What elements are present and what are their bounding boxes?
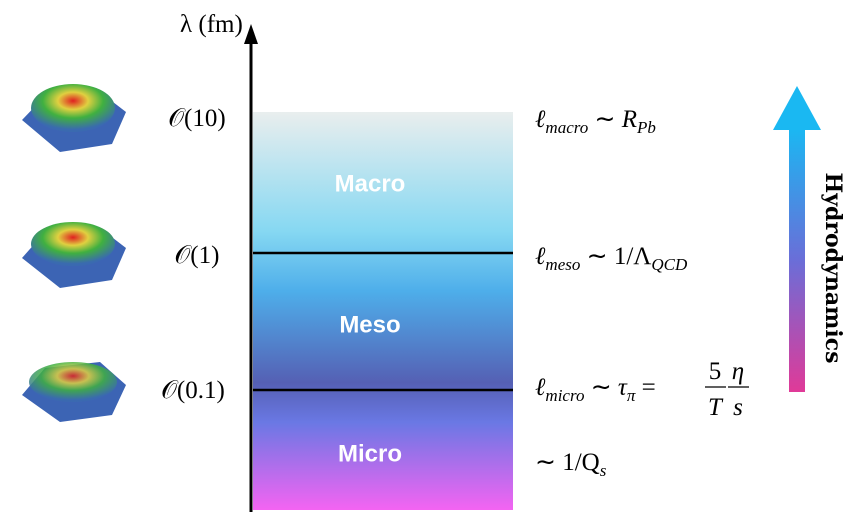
fraction-den: s xyxy=(733,394,743,421)
order-label: 𝒪(1) xyxy=(175,242,220,269)
symbol: ℓ xyxy=(535,243,546,270)
band-label: Micro xyxy=(338,440,402,467)
hydro-arrowhead xyxy=(773,86,821,130)
relation: ∼ xyxy=(580,243,613,270)
order-label: 𝒪(0.1) xyxy=(161,377,225,404)
length-formula: ℓmacro ∼ RPb xyxy=(535,106,656,137)
subscript: QCD xyxy=(651,255,688,274)
rhs: 1/Λ xyxy=(614,243,652,270)
rhs: R xyxy=(621,106,637,133)
blobs xyxy=(22,84,126,422)
subscript: meso xyxy=(545,255,580,274)
length-formula: ℓmicro ∼ τπ = xyxy=(535,374,656,405)
symbol: ℓ xyxy=(535,106,546,133)
axis-arrowhead xyxy=(244,24,258,44)
relation: ∼ xyxy=(584,374,617,401)
fraction-num: 5 xyxy=(709,358,722,385)
arrow-label: Hydrodynamics xyxy=(820,172,846,363)
rhs: τ xyxy=(618,374,628,401)
length-formula: ℓmeso ∼ 1/ΛQCD xyxy=(535,243,688,274)
subscript: π xyxy=(627,386,636,405)
axis-label: λ (fm) xyxy=(180,11,243,38)
saturation-formula: ∼ 1/Qs xyxy=(535,449,607,480)
scale-column xyxy=(253,112,513,510)
band-label: Meso xyxy=(339,311,400,338)
band-label: Macro xyxy=(335,170,406,197)
relation: ∼ xyxy=(588,106,621,133)
fraction-den: T xyxy=(708,394,724,421)
formula: ∼ 1/Q xyxy=(535,449,600,476)
subscript: macro xyxy=(545,118,588,137)
subscript: Pb xyxy=(636,118,656,137)
blob xyxy=(31,222,115,266)
subscript: s xyxy=(600,461,607,480)
hydro-arrow xyxy=(789,128,805,392)
order-label: 𝒪(10) xyxy=(168,105,225,132)
blob xyxy=(29,362,117,402)
fraction-num: η xyxy=(732,358,744,385)
relation: = xyxy=(635,374,655,401)
symbol: ℓ xyxy=(535,374,546,401)
subscript: micro xyxy=(545,386,584,405)
blob xyxy=(31,84,115,132)
